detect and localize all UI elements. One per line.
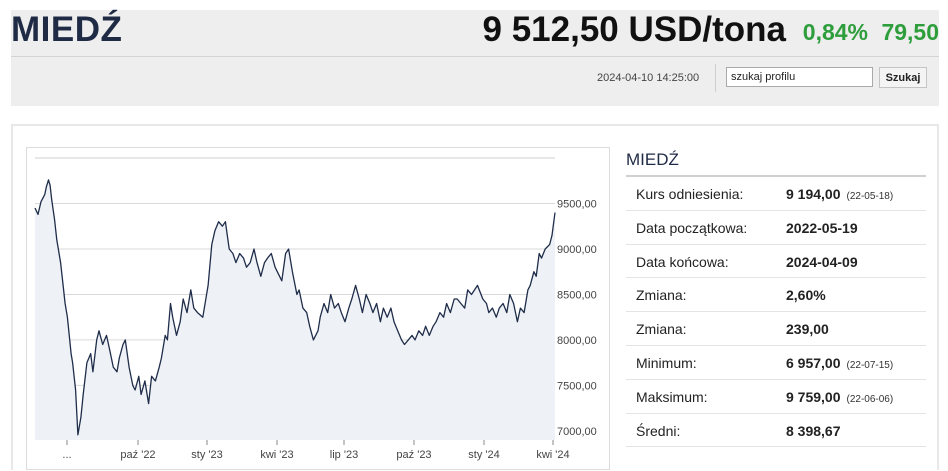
x-tick-label: kwi '24 xyxy=(536,449,569,461)
stat-row-change-pct: Zmiana: 2,60% xyxy=(626,278,926,313)
stat-value: 9 194,00 (22-05-18) xyxy=(786,186,893,202)
stat-value-text: 9 759,00 xyxy=(786,388,841,405)
chart-price-line xyxy=(34,179,556,436)
quote-timestamp: 2024-04-10 14:25:00 xyxy=(597,72,700,84)
stat-label: Minimum: xyxy=(636,354,697,371)
summary-title-underline xyxy=(626,175,926,177)
x-tick-label: ... xyxy=(62,449,71,461)
stat-label: Data końcowa: xyxy=(636,253,729,270)
stat-value-text: 6 957,00 xyxy=(786,354,841,371)
header-divider xyxy=(11,56,939,57)
instrument-title: MIEDŹ xyxy=(11,10,123,49)
y-tick-label: 8500,00 xyxy=(557,289,597,301)
stat-row-maximum: Maksimum: 9 759,00 (22-06-06) xyxy=(626,380,926,414)
stat-value-text: 9 194,00 xyxy=(786,186,841,202)
y-tick-label: 9500,00 xyxy=(557,198,597,210)
change-absolute: 79,50 xyxy=(881,19,939,45)
profile-search-input[interactable] xyxy=(726,67,873,87)
x-tick-label: sty '23 xyxy=(191,449,222,461)
x-tick-label: lip '23 xyxy=(330,449,358,461)
y-tick-label: 9000,00 xyxy=(557,244,597,256)
stat-value: 2,60% xyxy=(786,287,826,304)
x-tick-label: paź '23 xyxy=(396,449,431,461)
y-tick-label: 7000,00 xyxy=(557,426,597,438)
x-tick-label: sty '24 xyxy=(468,449,499,461)
price-chart[interactable]: 7000,00 7500,00 8000,00 8500,00 9000,00 9500,… xyxy=(26,147,610,470)
stat-label: Zmiana: xyxy=(636,321,687,338)
stat-row-minimum: Minimum: 6 957,00 (22-07-15) xyxy=(626,346,926,380)
main-panel xyxy=(11,124,939,470)
chart-area-fill xyxy=(35,179,555,440)
y-axis-ticks: 7000,00 7500,00 8000,00 8500,00 9000,00 9500,… xyxy=(557,198,597,437)
x-tick-label: kwi '23 xyxy=(260,449,293,461)
stat-label: Średni: xyxy=(636,422,681,439)
stat-date: (22-07-15) xyxy=(846,359,894,371)
stat-row-start-date: Data początkowa: 2022-05-19 xyxy=(626,211,926,245)
x-tick-label: paź '22 xyxy=(120,449,155,461)
y-tick-label: 7500,00 xyxy=(557,380,597,392)
stat-value: 2022-05-19 xyxy=(786,219,858,236)
stat-label: Data początkowa: xyxy=(636,219,748,236)
stat-value: 2024-04-09 xyxy=(786,253,858,270)
change-percent: 0,84% xyxy=(802,19,868,45)
stat-value: 6 957,00 (22-07-15) xyxy=(786,355,893,371)
stat-label: Zmiana: xyxy=(636,287,687,304)
stat-value: 8 398,67 xyxy=(786,422,841,439)
stat-row-reference: Kurs odniesienia: 9 194,00 (22-05-18) xyxy=(626,177,926,211)
stat-value: 9 759,00 (22-06-06) xyxy=(786,389,893,405)
chart-canvas: 7000,00 7500,00 8000,00 8500,00 9000,00 9500,… xyxy=(34,157,597,461)
stat-row-average: Średni: 8 398,67 xyxy=(626,414,926,448)
summary-title: MIEDŹ xyxy=(626,150,679,169)
header-separator xyxy=(715,64,716,92)
search-button[interactable]: Szukaj xyxy=(879,67,927,88)
stat-label: Kurs odniesienia: xyxy=(636,186,744,202)
stat-row-change-abs: Zmiana: 239,00 xyxy=(626,312,926,346)
quote-header xyxy=(11,10,939,106)
current-price: 9 512,50 USD/tona xyxy=(482,10,786,49)
x-axis-ticks: ... paź '22 sty '23 kwi '23 lip '23 paź '23 st… xyxy=(62,440,570,461)
stat-row-end-date: Data końcowa: 2024-04-09 xyxy=(626,245,926,279)
stat-date: (22-05-18) xyxy=(846,191,894,202)
summary-table: Kurs odniesienia: 9 194,00 (22-05-18) Dat… xyxy=(626,177,926,448)
stat-label: Maksimum: xyxy=(636,388,708,405)
y-tick-label: 8000,00 xyxy=(557,335,597,347)
stat-value: 239,00 xyxy=(786,321,829,338)
stat-date: (22-06-06) xyxy=(846,393,894,405)
